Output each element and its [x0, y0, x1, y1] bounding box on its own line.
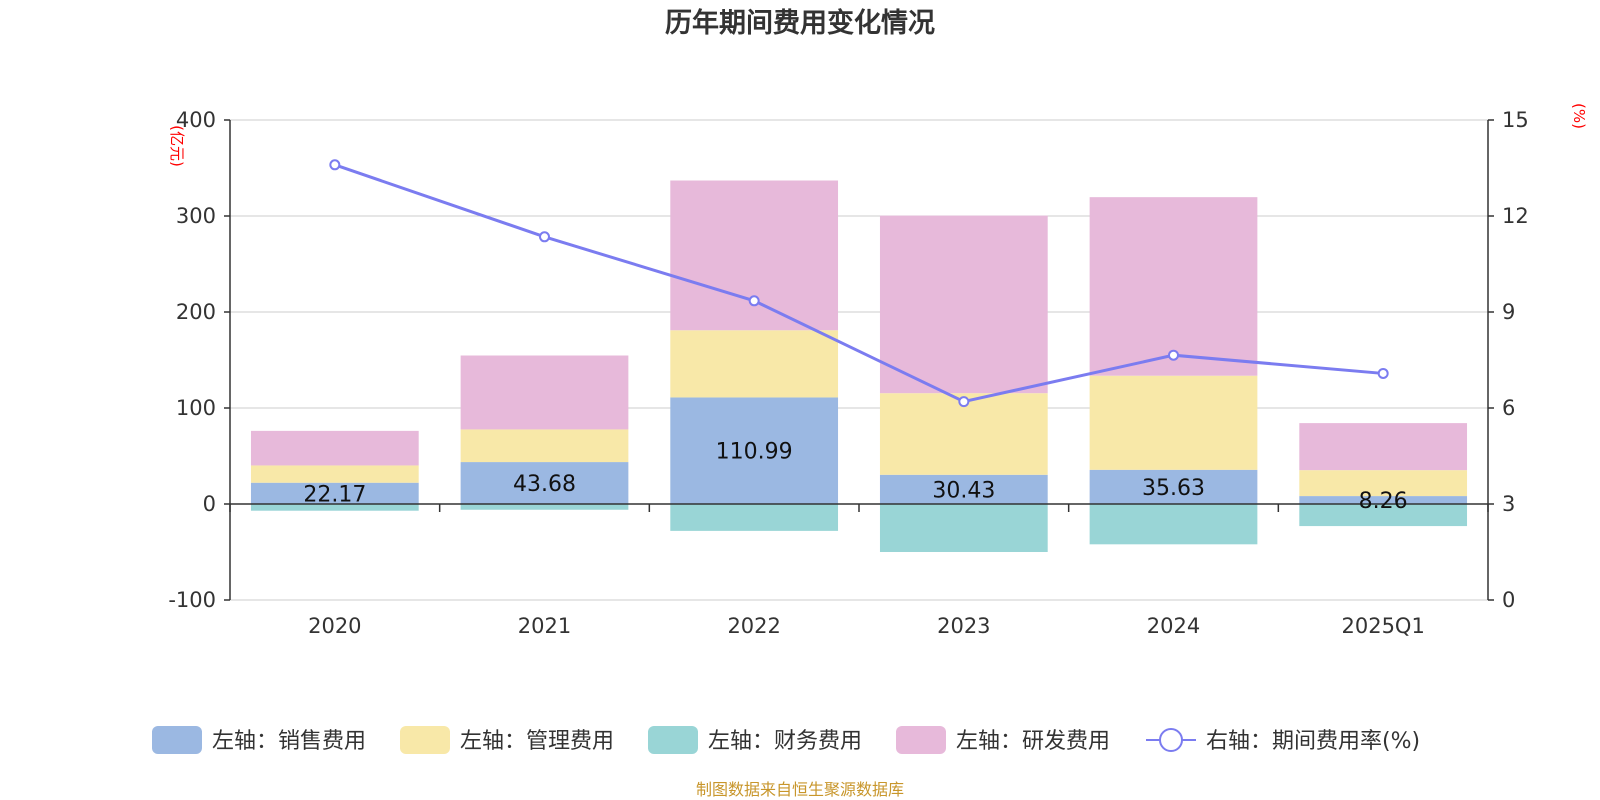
rate-point: [539, 231, 550, 243]
left-axis-tick-label: 200: [176, 300, 216, 324]
left-axis-tick-label: 0: [203, 492, 216, 516]
rate-point: [329, 159, 341, 171]
right-axis-tick-label: 15: [1502, 108, 1529, 132]
bar-segment: [879, 474, 1048, 504]
right-axis-unit: (%): [1570, 103, 1588, 129]
x-axis-tick-label: 2022: [727, 614, 780, 638]
chart-title: 历年期间费用变化情况: [665, 7, 935, 39]
source-note: 制图数据来自恒生聚源数据库: [696, 780, 904, 799]
legend-label: 左轴：研发费用: [956, 729, 1110, 754]
right-axis-tick-label: 3: [1502, 492, 1515, 516]
legend-swatch: [152, 726, 202, 754]
bar-segment: [1299, 496, 1468, 504]
rate-point: [1377, 367, 1389, 379]
bar-segment: [460, 429, 629, 463]
rate-point: [958, 396, 970, 408]
bar-segment: [1089, 504, 1258, 545]
left-axis-tick-label: 100: [176, 396, 216, 420]
right-axis-tick-label: 12: [1502, 204, 1529, 228]
legend-swatch: [896, 726, 946, 754]
bar-segment: [670, 330, 839, 398]
axes: -100 0 100 200 300 400 0 3 6 9 12 15 2020 2021 2022 202…: [168, 108, 1528, 638]
x-axis-tick-label: 2024: [1147, 614, 1200, 638]
left-axis-tick-label: 400: [176, 108, 216, 132]
bar-segment: [460, 504, 629, 510]
legend-label: 左轴：财务费用: [708, 729, 862, 754]
bar-segment: [1299, 504, 1468, 527]
left-axis-unit: (亿元): [168, 125, 186, 167]
bar-segment: [1299, 470, 1468, 497]
grid-lines: [230, 119, 1488, 601]
bar-segment: [250, 465, 419, 483]
bar-data-label: 35.63: [1142, 476, 1205, 501]
bar-data-label: 43.68: [513, 472, 576, 497]
bar-segment: [250, 430, 419, 466]
legend-label: 左轴：销售费用: [212, 729, 366, 754]
legend[interactable]: 左轴：销售费用 左轴：管理费用 左轴：财务费用 左轴：研发费用 右轴：期间费用率(%): [152, 726, 1420, 754]
x-axis-tick-label: 2023: [937, 614, 990, 638]
x-axis-tick-label: 2020: [308, 614, 361, 638]
bar-segment: [1089, 469, 1258, 504]
right-axis-tick-label: 9: [1502, 300, 1515, 324]
rate-line: [334, 163, 1384, 404]
bar-data-label: 110.99: [716, 440, 793, 465]
x-axis-tick-label: 2021: [518, 614, 571, 638]
bar-segment: [1299, 423, 1468, 471]
legend-label: 右轴：期间费用率(%): [1206, 729, 1420, 754]
bar-data-labels: 22.17 43.68 110.99 30.43 35.63 8.26: [303, 440, 1407, 514]
legend-swatch: [400, 726, 450, 754]
bar-segment: [460, 462, 629, 504]
bar-segment: [670, 504, 839, 531]
bar-segment: [250, 482, 419, 504]
rate-line-series: [329, 159, 1389, 408]
bar-data-label: 22.17: [303, 482, 366, 507]
bar-segment: [250, 504, 419, 511]
bar-segment: [460, 355, 629, 430]
right-axis-tick-label: 0: [1502, 588, 1515, 612]
bar-data-label: 30.43: [932, 478, 995, 503]
bar-data-label: 8.26: [1359, 489, 1408, 514]
rate-point: [1168, 349, 1179, 361]
legend-label: 左轴：管理费用: [460, 729, 614, 754]
legend-marker: [1159, 728, 1183, 752]
right-axis-tick-label: 6: [1502, 396, 1515, 420]
bar-segment: [879, 504, 1048, 552]
bar-segment: [670, 397, 839, 504]
legend-swatch: [648, 726, 698, 754]
bar-segment: [1089, 197, 1258, 376]
x-axis-tick-label: 2025Q1: [1341, 614, 1424, 638]
bar-segment: [879, 215, 1048, 394]
rate-point: [748, 295, 760, 307]
left-axis-tick-label: -100: [168, 588, 216, 612]
bar-segment: [670, 180, 839, 331]
bar-segment: [1089, 375, 1258, 470]
left-axis-tick-label: 300: [176, 204, 216, 228]
